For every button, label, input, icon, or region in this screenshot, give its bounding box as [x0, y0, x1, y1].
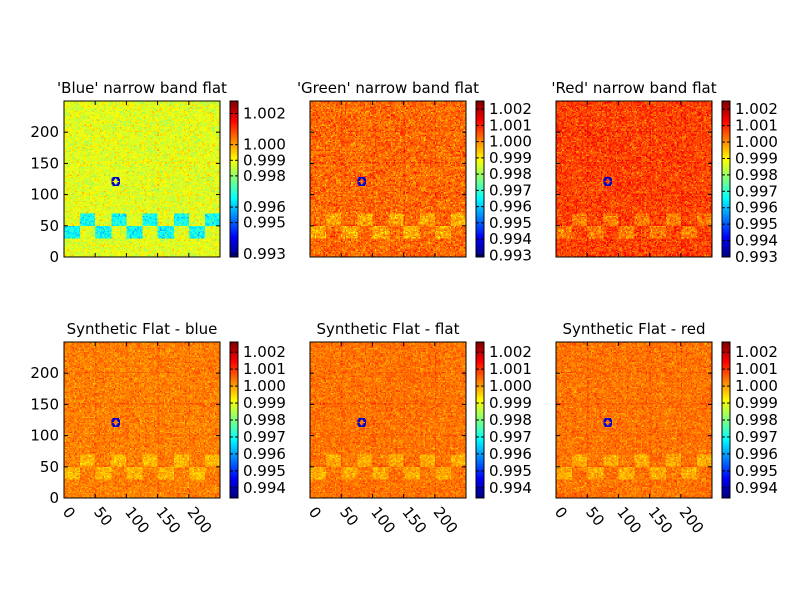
colorbar-tick-label: 0.996	[489, 198, 532, 216]
heatmap-image	[556, 101, 712, 257]
colorbar-tick-label: 1.001	[489, 116, 532, 134]
colorbar-tick-label: 1.002	[735, 343, 778, 361]
colorbar-tick-label: 0.996	[243, 198, 286, 216]
subplot-title: Synthetic Flat - blue	[67, 320, 218, 338]
y-tick-label: 100	[30, 427, 59, 445]
y-tick-label: 50	[40, 217, 59, 235]
heatmap-image	[64, 101, 220, 257]
colorbar-tick-label: 0.999	[243, 151, 286, 169]
heatmap-image	[64, 342, 220, 498]
colorbar-tick-label: 0.999	[489, 394, 532, 412]
y-tick-label: 200	[30, 123, 59, 141]
y-tick-label: 0	[49, 248, 59, 266]
subplot-1: 'Blue' narrow band flat 0 50 100 150 200 0.993…	[30, 79, 286, 266]
colorbar-tick-label: 0.999	[735, 149, 778, 167]
colorbar-tick-label: 0.993	[489, 246, 532, 264]
colorbar-tick-label: 0.994	[243, 479, 286, 497]
plot-frame	[63, 100, 221, 258]
y-tick-label: 0	[49, 489, 59, 507]
y-tick-label: 100	[30, 186, 59, 204]
colorbar-tick-label: 0.999	[243, 394, 286, 412]
heatmap-image	[310, 342, 466, 498]
plot-frame	[309, 100, 467, 258]
colorbar-tick-label: 0.995	[489, 214, 532, 232]
colorbar	[230, 101, 238, 257]
colorbar-tick-label: 0.996	[489, 445, 532, 463]
colorbar-tick-label: 0.997	[735, 182, 778, 200]
colorbar-tick-label: 1.002	[243, 104, 286, 122]
colorbar-tick-label: 1.000	[735, 377, 778, 395]
y-tick-label: 50	[40, 458, 59, 476]
heatmap-image	[556, 342, 712, 498]
colorbar-tick-label: 1.002	[489, 100, 532, 118]
plot-frame	[555, 341, 713, 499]
colorbar-tick-label: 0.993	[243, 245, 286, 263]
plot-frame	[309, 341, 467, 499]
colorbar-tick-label: 1.001	[735, 360, 778, 378]
colorbar-tick-label: 0.998	[489, 411, 532, 429]
colorbar-tick-label: 1.000	[735, 133, 778, 151]
colorbar-frame	[721, 100, 731, 258]
colorbar-tick-label: 0.998	[243, 411, 286, 429]
colorbar-tick-label: 0.997	[243, 428, 286, 446]
plot-frame	[63, 341, 221, 499]
colorbar-tick-label: 1.001	[243, 360, 286, 378]
colorbar-tick-label: 0.996	[735, 199, 778, 217]
colorbar-tick-label: 1.000	[243, 136, 286, 154]
colorbar-tick-label: 0.996	[735, 445, 778, 463]
colorbar-tick-label: 1.001	[489, 360, 532, 378]
subplot-3: 'Red' narrow band flat0.9930.9940.9950.9…	[551, 79, 778, 266]
colorbar-frame	[475, 100, 485, 258]
colorbar-tick-label: 0.995	[243, 462, 286, 480]
colorbar-tick-label: 1.000	[489, 133, 532, 151]
colorbar-tick-label: 0.999	[735, 394, 778, 412]
subplot-title: 'Blue' narrow band flat	[57, 79, 227, 97]
colorbar-tick-label: 0.993	[735, 248, 778, 266]
colorbar-tick-label: 0.994	[489, 230, 532, 248]
colorbar	[476, 101, 484, 257]
subplot-2: 'Green' narrow band flat0.9930.9940.9950…	[297, 79, 532, 264]
colorbar-tick-label: 0.995	[243, 214, 286, 232]
y-tick-label: 150	[30, 395, 59, 413]
colorbar	[722, 342, 730, 498]
colorbar-tick-label: 1.000	[489, 377, 532, 395]
subplot-title: 'Red' narrow band flat	[551, 79, 716, 97]
colorbar-tick-label: 0.996	[243, 445, 286, 463]
subplot-title: Synthetic Flat - flat	[317, 320, 460, 338]
colorbar-tick-label: 0.997	[735, 428, 778, 446]
colorbar-tick-label: 0.994	[735, 232, 778, 250]
colorbar-tick-label: 1.000	[243, 377, 286, 395]
colorbar	[476, 342, 484, 498]
plot-frame	[555, 100, 713, 258]
colorbar	[722, 101, 730, 257]
colorbar-tick-label: 0.995	[489, 462, 532, 480]
y-tick-label: 150	[30, 154, 59, 172]
colorbar-tick-label: 0.994	[735, 479, 778, 497]
colorbar-tick-label: 0.998	[735, 411, 778, 429]
colorbar-tick-label: 0.999	[489, 149, 532, 167]
colorbar-tick-label: 0.994	[489, 479, 532, 497]
colorbar-tick-label: 1.002	[243, 343, 286, 361]
heatmap-image	[310, 101, 466, 257]
colorbar-frame	[229, 100, 239, 258]
colorbar-tick-label: 0.998	[735, 166, 778, 184]
colorbar-tick-label: 0.995	[735, 215, 778, 233]
colorbar-tick-label: 1.001	[735, 117, 778, 135]
colorbar-tick-label: 1.002	[489, 343, 532, 361]
subplot-title: Synthetic Flat - red	[563, 320, 706, 338]
colorbar-tick-label: 1.002	[735, 100, 778, 118]
colorbar	[230, 342, 238, 498]
colorbar-tick-label: 0.998	[243, 167, 286, 185]
colorbar-tick-label: 0.995	[735, 462, 778, 480]
y-tick-label: 200	[30, 364, 59, 382]
subplot-title: 'Green' narrow band flat	[297, 79, 479, 97]
colorbar-tick-label: 0.997	[489, 428, 532, 446]
colorbar-tick-label: 0.998	[489, 165, 532, 183]
colorbar-tick-label: 0.997	[489, 181, 532, 199]
